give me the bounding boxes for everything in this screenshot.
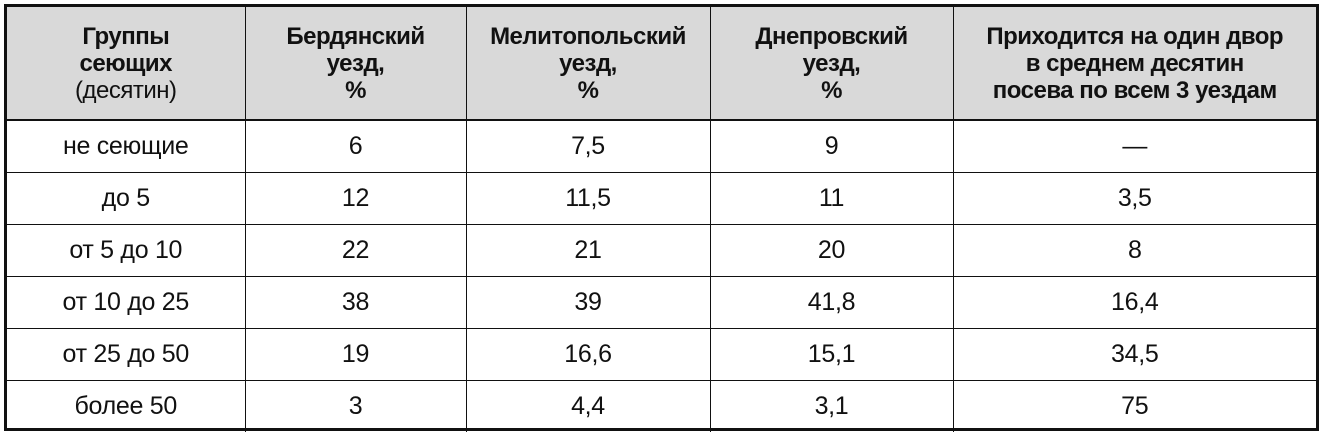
header-line: Мелитопольский (490, 22, 686, 50)
table-cell: 20 (709, 224, 954, 277)
header-line: уезд, (326, 49, 385, 77)
header-line: в среднем десятин (1025, 49, 1245, 77)
table-cell: 16,6 (465, 328, 711, 381)
table-cell: 75 (952, 380, 1316, 432)
header-line: % (577, 76, 599, 104)
table-cell: 16,4 (952, 276, 1316, 329)
header-line: % (345, 76, 366, 104)
header-line: посева по всем 3 уездам (992, 76, 1277, 104)
table-cell: 19 (244, 328, 467, 381)
header-line: Приходится на один двор (986, 22, 1284, 50)
table-cell: от 25 до 50 (7, 328, 246, 381)
header-line: сеющих (79, 49, 173, 77)
table-cell: до 5 (7, 172, 246, 225)
table-row: до 5 12 11,5 11 3,5 (7, 172, 1316, 225)
sowing-groups-table: Группы сеющих (десятин) Бердянский уезд,… (7, 7, 1316, 432)
table-cell: 22 (244, 224, 467, 277)
table-cell: 3,1 (709, 380, 954, 432)
table-cell: 41,8 (709, 276, 954, 329)
table-cell: 34,5 (952, 328, 1316, 381)
table-row: не сеющие 6 7,5 9 — (7, 119, 1316, 173)
table-cell: 11 (709, 172, 954, 225)
header-sowing-groups: Группы сеющих (десятин) (7, 7, 246, 121)
table-cell: более 50 (7, 380, 246, 432)
header-average-per-household: Приходится на один двор в среднем десяти… (952, 7, 1316, 121)
header-row: Группы сеющих (десятин) Бердянский уезд,… (7, 7, 1316, 121)
table-cell: 39 (465, 276, 711, 329)
table-cell: 38 (244, 276, 467, 329)
data-table-frame: Группы сеющих (десятин) Бердянский уезд,… (4, 4, 1319, 432)
table-cell: 3,5 (952, 172, 1316, 225)
table-cell: 7,5 (465, 119, 711, 173)
table-cell: не сеющие (7, 119, 246, 173)
table-cell: — (952, 119, 1316, 173)
header-line: уезд, (559, 49, 617, 77)
header-dnieper: Днепровский уезд, % (709, 7, 954, 121)
table-cell: 4,4 (465, 380, 711, 432)
table-cell: 3 (244, 380, 467, 432)
header-melitopol: Мелитопольский уезд, % (465, 7, 711, 121)
table-cell: 12 (244, 172, 467, 225)
table-cell: от 10 до 25 (7, 276, 246, 329)
table-cell: 21 (465, 224, 711, 277)
table-row: от 10 до 25 38 39 41,8 16,4 (7, 276, 1316, 329)
header-line: уезд, (802, 49, 861, 77)
table-cell: 9 (709, 119, 954, 173)
table-cell: 15,1 (709, 328, 954, 381)
header-unit: (десятин) (75, 76, 177, 104)
table-cell: от 5 до 10 (7, 224, 246, 277)
header-line: % (821, 76, 842, 104)
table-row: от 5 до 10 22 21 20 8 (7, 224, 1316, 277)
header-berdyansk: Бердянский уезд, % (244, 7, 467, 121)
table-cell: 6 (244, 119, 467, 173)
header-line: Группы (82, 22, 170, 50)
table-row: более 50 3 4,4 3,1 75 (7, 380, 1316, 432)
header-line: Бердянский (286, 22, 425, 50)
table-cell: 11,5 (465, 172, 711, 225)
header-line: Днепровский (755, 22, 908, 50)
table-row: от 25 до 50 19 16,6 15,1 34,5 (7, 328, 1316, 381)
table-cell: 8 (952, 224, 1316, 277)
